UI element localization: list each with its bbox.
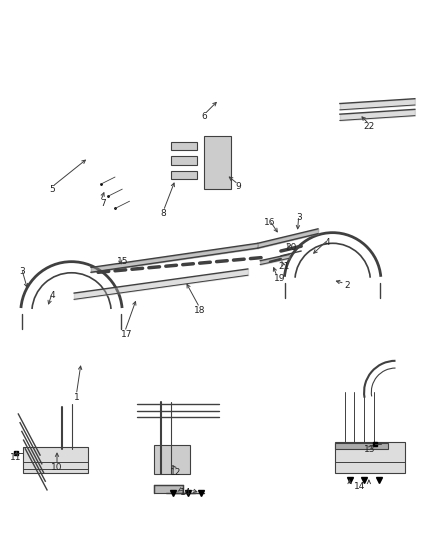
FancyBboxPatch shape [335,442,405,473]
FancyBboxPatch shape [154,485,183,493]
Text: 21: 21 [279,262,290,271]
Text: 3: 3 [19,267,25,276]
Text: 14: 14 [180,488,191,497]
Text: 2: 2 [344,281,350,290]
Text: 22: 22 [363,122,374,131]
Text: 17: 17 [121,330,133,338]
Text: 3: 3 [296,213,302,222]
FancyBboxPatch shape [171,142,197,150]
Text: 18: 18 [194,305,205,314]
Text: 9: 9 [236,182,241,191]
FancyBboxPatch shape [205,136,231,189]
Text: 4: 4 [325,238,331,247]
Text: 20: 20 [286,243,297,252]
Text: 4: 4 [49,291,55,300]
Text: 10: 10 [51,463,63,472]
FancyBboxPatch shape [171,171,197,180]
Text: 12: 12 [170,467,181,477]
Text: 14: 14 [353,482,365,491]
FancyBboxPatch shape [171,156,197,165]
Text: 6: 6 [201,112,207,121]
Text: 7: 7 [100,199,106,208]
FancyBboxPatch shape [335,443,388,449]
FancyBboxPatch shape [154,446,190,474]
FancyBboxPatch shape [23,447,88,473]
Text: 15: 15 [117,257,128,266]
Text: 11: 11 [10,453,21,462]
Text: 5: 5 [49,184,55,193]
Text: 8: 8 [160,209,166,218]
Text: 1: 1 [74,393,79,401]
Text: 13: 13 [364,445,376,454]
Text: 16: 16 [264,219,276,228]
Text: 19: 19 [274,274,285,283]
